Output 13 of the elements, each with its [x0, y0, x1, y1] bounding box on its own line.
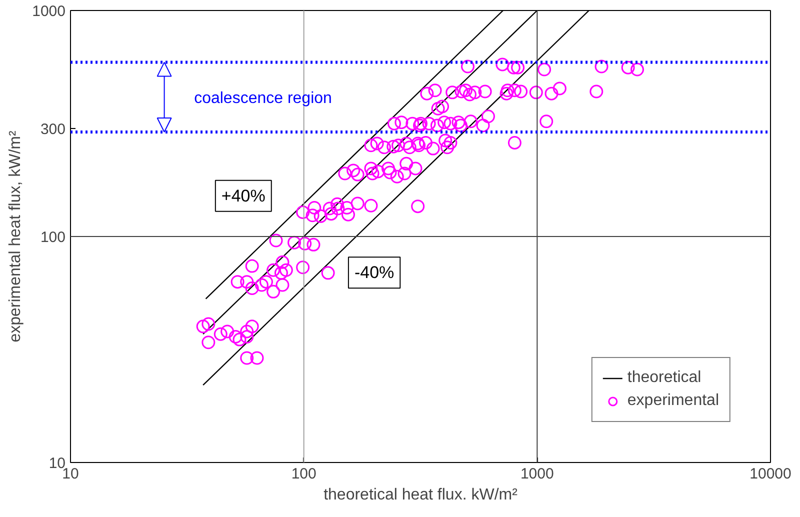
- legend-label: experimental: [627, 392, 719, 410]
- x-tick-label: 1000: [520, 466, 554, 482]
- y-tick-label: 1000: [32, 3, 66, 20]
- annotation: -40%: [354, 263, 394, 282]
- x-axis-title: theoretical heat flux. kW/m²: [324, 486, 518, 504]
- x-tick-label: 10000: [750, 466, 792, 482]
- legend-label: theoretical: [627, 369, 702, 387]
- y-tick-label: 100: [40, 229, 66, 246]
- x-tick-label: 100: [291, 466, 316, 482]
- annotation: +40%: [221, 186, 266, 206]
- y-tick-label: 300: [40, 121, 66, 138]
- y-axis-title: experimental heat flux, kW/m²: [7, 130, 24, 342]
- annotation: coalescence region: [194, 90, 332, 108]
